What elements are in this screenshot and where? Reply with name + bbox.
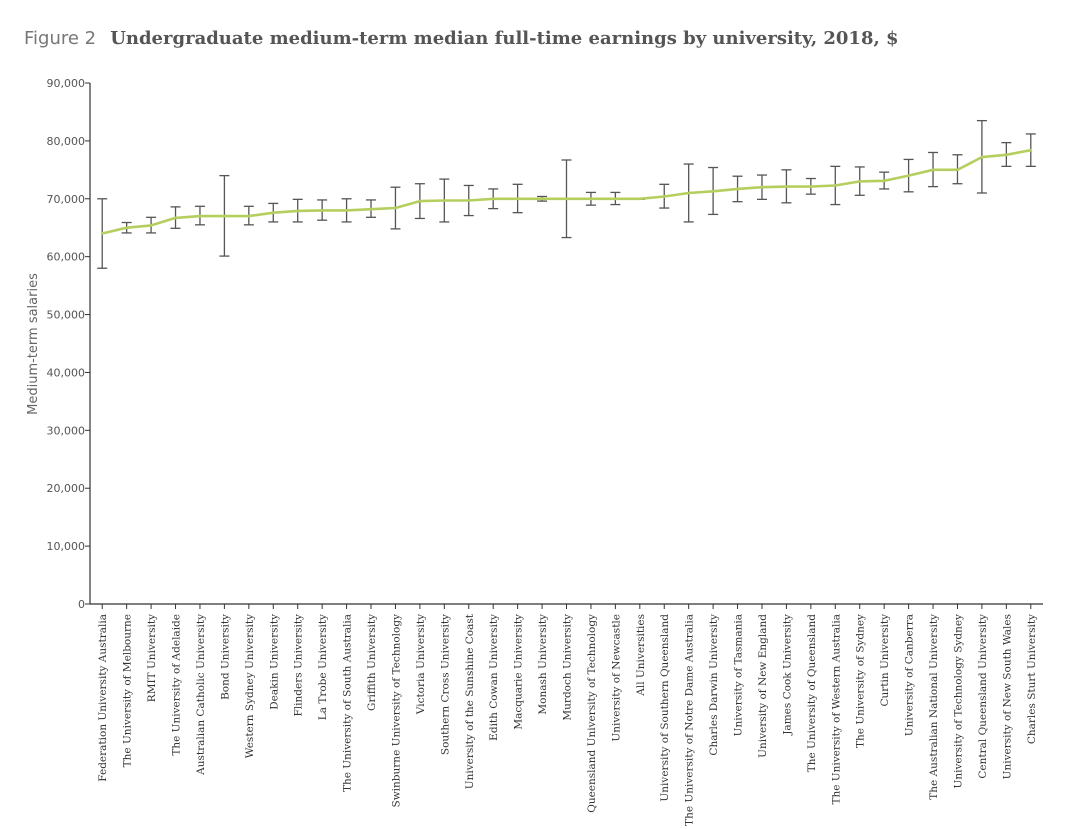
data-point (907, 174, 910, 177)
y-tick-label: 40,000 (47, 366, 86, 379)
x-tick-label: Queensland University of Technology (586, 614, 598, 813)
x-tick-label: University of the Sunshine Coast (464, 613, 476, 789)
x-tick-label: University of Technology Sydney (952, 614, 964, 789)
data-point (1005, 153, 1008, 156)
data-point (760, 186, 764, 189)
data-point (711, 190, 715, 193)
x-tick-label: University of Newcastle (610, 614, 622, 742)
data-point (638, 197, 642, 200)
x-tick-label: Southern Cross University (439, 614, 451, 755)
x-tick-label: La Trobe University (317, 614, 329, 720)
figure-title: Undergraduate medium-term median full-ti… (110, 28, 899, 49)
data-point (809, 185, 813, 188)
data-point (174, 216, 177, 220)
data-point (516, 197, 519, 200)
x-tick-label: James Cook University (781, 614, 793, 736)
x-tick-label: The University of Melbourne (122, 614, 134, 767)
y-tick-label: 90,000 (47, 77, 86, 90)
x-tick-label: The University of Sydney (855, 614, 867, 748)
x-tick-label: The Australian National University (928, 614, 940, 800)
x-tick-label: Australian Catholic University (195, 614, 207, 776)
y-tick-label: 60,000 (47, 251, 86, 264)
data-point (467, 199, 470, 202)
x-tick-label: Murdoch University (562, 614, 574, 721)
x-tick-label: Edith Cowan University (488, 614, 500, 741)
y-tick-label: 20,000 (47, 482, 86, 495)
x-tick-label: Federation University Australia (97, 614, 109, 782)
y-tick-label: 70,000 (47, 193, 86, 206)
data-point (540, 197, 544, 200)
x-tick-label: University of Canberra (904, 614, 916, 736)
x-tick-label: University of Tasmania (733, 614, 745, 736)
x-tick-label: The University of Notre Dame Australia (684, 614, 696, 826)
data-point (149, 224, 153, 227)
y-tick-label: 80,000 (47, 135, 86, 148)
y-tick-label: 0 (78, 598, 85, 611)
x-tick-label: Western Sydney University (244, 614, 256, 758)
x-tick-label: Swinburne University of Technology (390, 614, 402, 808)
x-tick-label: Monash University (537, 614, 549, 715)
data-point (443, 199, 446, 202)
x-tick-label: Flinders University (293, 614, 305, 717)
figure-label: Figure 2 (24, 28, 97, 49)
y-tick-label: 50,000 (47, 309, 86, 322)
x-tick-label: Griffith University (366, 614, 378, 711)
x-axis: Federation University Australia The Unive… (90, 603, 1043, 826)
data-point (785, 185, 788, 188)
data-point (614, 197, 617, 200)
x-tick-label: University of New South Wales (1001, 614, 1013, 779)
data-point (956, 168, 959, 172)
x-tick-label: University of Southern Queensland (659, 614, 671, 802)
y-tick-label: 30,000 (47, 424, 86, 437)
data-point (296, 209, 299, 213)
data-point (931, 168, 935, 172)
x-tick-label: University of New England (757, 614, 769, 758)
error-bars (97, 119, 1036, 269)
x-tick-label: Charles Sturt University (1026, 614, 1038, 744)
data-point (980, 155, 984, 159)
x-tick-label: All Universities (635, 614, 647, 697)
x-tick-label: Curtin University (879, 614, 891, 707)
x-tick-label: Macquarie University (513, 614, 525, 730)
x-tick-label: Charles Darwin University (708, 614, 720, 756)
data-point (345, 209, 348, 212)
x-tick-label: The University of Western Australia (830, 614, 842, 805)
x-tick-label: The University of Queensland (806, 614, 818, 773)
data-point (418, 199, 422, 203)
data-point (223, 214, 226, 218)
data-point (687, 191, 690, 195)
data-point (882, 179, 886, 183)
data-point (589, 197, 593, 200)
data-point (834, 184, 837, 187)
data-point (272, 211, 275, 214)
data-point (320, 209, 324, 212)
x-tick-label: Victoria University (415, 614, 427, 715)
x-tick-label: Bond University (219, 614, 231, 700)
y-tick-label: 10,000 (47, 540, 86, 553)
data-point (247, 214, 251, 218)
y-axis: 0 10,000 20,000 30,000 40,000 50,000 60,000 70,… (47, 77, 91, 611)
y-axis-title: Medium-term salaries (26, 273, 41, 415)
data-point (491, 197, 495, 200)
data-point (1029, 148, 1032, 152)
data-point (101, 232, 104, 235)
data-point (394, 206, 397, 210)
x-tick-label: Deakin University (268, 614, 280, 710)
data-point (858, 180, 861, 183)
data-point (663, 195, 666, 198)
x-tick-label: Central Queensland University (977, 614, 989, 779)
x-tick-label: The University of South Australia (342, 614, 354, 792)
data-point (736, 187, 739, 191)
x-tick-label: The University of Adelaide (171, 614, 183, 756)
x-tick-label: RMIT University (146, 614, 158, 702)
data-point (369, 207, 373, 211)
data-point (565, 197, 568, 200)
data-point (198, 214, 202, 218)
figure-title-row: Figure 2 Undergraduate medium-term media… (24, 27, 899, 49)
data-point (125, 226, 128, 229)
series-line-group (101, 148, 1032, 235)
